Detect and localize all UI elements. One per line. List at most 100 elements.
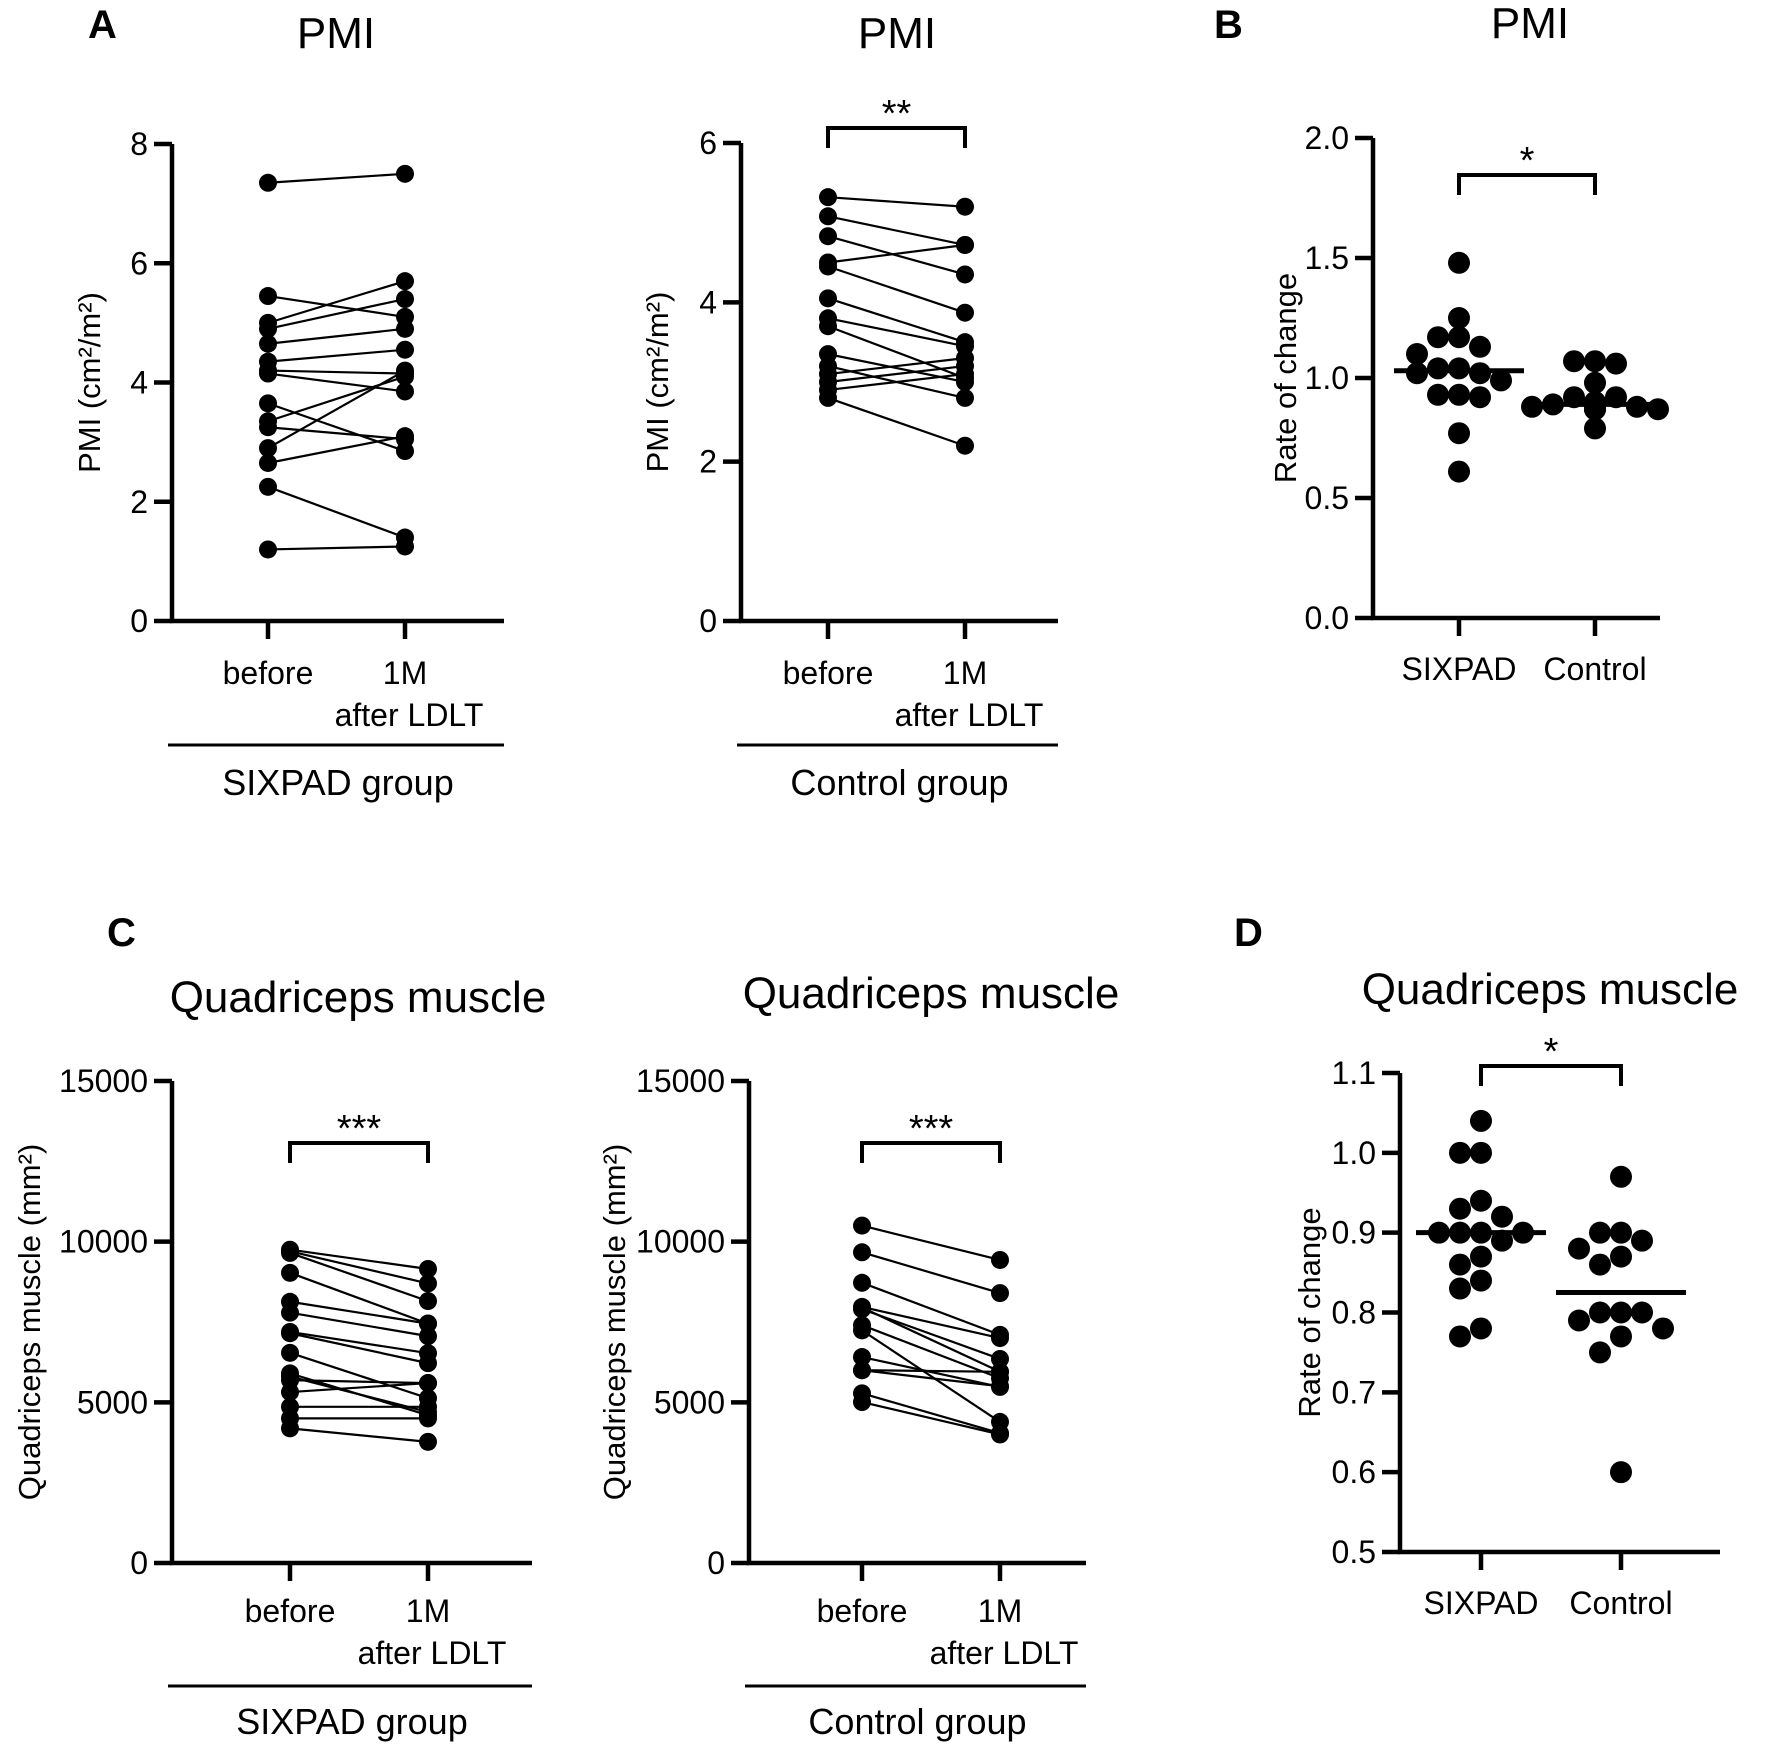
data-point (1449, 1277, 1471, 1300)
data-point-after (419, 1354, 437, 1373)
data-point-before (853, 1348, 871, 1367)
data-point (1589, 1301, 1611, 1324)
data-point (1449, 1325, 1471, 1348)
data-point (1470, 1245, 1492, 1268)
significance-bracket (860, 1141, 1002, 1163)
data-point-before (819, 317, 837, 336)
x-tick-label: Control (1569, 1585, 1672, 1621)
data-point-after (419, 1259, 437, 1278)
data-point (1470, 1189, 1492, 1212)
significance-bracket (826, 126, 967, 148)
y-tick-label: 2 (130, 484, 148, 520)
chart-panel-0: PMI PMI (cm²/m²) 0 2 4 6 8 before 1M after LDLT SI… (72, 9, 504, 803)
y-tick-label: 15000 (636, 1063, 725, 1099)
data-point (1470, 1141, 1492, 1164)
x-tick-label: Control (1543, 651, 1646, 687)
data-point (1406, 343, 1428, 365)
paired-line (267, 369, 406, 450)
group-label: SIXPAD group (222, 762, 453, 803)
x-tick-label: before (817, 1593, 908, 1629)
data-point (1470, 1109, 1492, 1132)
data-point-after (396, 319, 414, 338)
significance-stars: * (1520, 140, 1535, 182)
paired-line (289, 1330, 429, 1355)
paired-line (827, 235, 966, 276)
paired-line (267, 280, 406, 324)
paired-line (289, 1250, 429, 1285)
data-point (1610, 1301, 1632, 1324)
y-axis-label: Quadriceps muscle (mm²) (12, 1144, 47, 1501)
data-point-before (259, 439, 277, 458)
data-point-after (419, 1374, 437, 1393)
data-point (1448, 251, 1470, 274)
paired-line (827, 317, 966, 348)
data-point-before (853, 1273, 871, 1292)
data-point-before (819, 388, 837, 407)
paired-line (861, 1329, 1001, 1423)
y-axis-label: Rate of change (1292, 1207, 1327, 1417)
data-point (1449, 1197, 1471, 1220)
chart-panel-3: Quadriceps muscle Quadriceps muscle (mm²)… (12, 973, 546, 1742)
panel-label: A (88, 3, 117, 47)
data-point-after (419, 1274, 437, 1293)
significance-stars: *** (909, 1108, 954, 1150)
data-point-before (853, 1300, 871, 1319)
paired-line (827, 243, 966, 264)
significance-stars: * (1544, 1031, 1559, 1073)
data-point-after (419, 1409, 437, 1428)
paired-line (267, 348, 406, 363)
x-tick-label: 1M (943, 655, 987, 691)
data-point-before (819, 289, 837, 308)
paired-line (267, 369, 406, 375)
y-tick-label: 4 (130, 365, 148, 401)
data-point-after (396, 427, 414, 446)
y-tick-label: 0.5 (1305, 480, 1349, 516)
paired-line (827, 265, 966, 314)
data-point (1589, 1341, 1611, 1364)
paired-line (827, 372, 966, 392)
chart-panel-1: PMI PMI (cm²/m²) 0 2 4 6 before 1M after LDLT Con… (640, 9, 1058, 803)
x-tick-sublabel: after LDLT (358, 1635, 507, 1671)
y-tick-label: 10000 (636, 1224, 725, 1260)
data-point-before (853, 1243, 871, 1262)
paired-line (861, 1324, 1001, 1380)
paired-line (827, 396, 966, 447)
y-tick-label: 6 (699, 125, 717, 161)
chart-panel-4: Quadriceps muscle Quadriceps muscle (mm²)… (597, 969, 1119, 1742)
data-point-before (819, 257, 837, 276)
data-point-after (956, 436, 974, 455)
paired-line (861, 1392, 1001, 1435)
data-point-after (396, 290, 414, 309)
x-tick-label: before (783, 655, 874, 691)
y-tick-label: 6 (130, 245, 148, 281)
data-point-after (991, 1425, 1009, 1444)
data-point (1449, 1253, 1471, 1276)
paired-line (289, 1332, 429, 1365)
y-tick-label: 1.5 (1305, 240, 1349, 276)
chart-panel-5: Quadriceps muscle Rate of change 0.5 0.6 0.7… (1292, 965, 1738, 1621)
data-point (1449, 1141, 1471, 1164)
data-point-after (991, 1362, 1009, 1381)
data-point (1605, 352, 1627, 375)
y-tick-label: 8 (130, 126, 148, 162)
y-tick-label: 1.0 (1305, 360, 1349, 396)
data-point-after (956, 388, 974, 407)
paired-line (289, 1300, 429, 1325)
data-point-before (819, 188, 837, 207)
y-tick-label: 10000 (59, 1224, 148, 1260)
data-point-after (956, 197, 974, 216)
y-tick-label: 0.6 (1332, 1454, 1376, 1490)
paired-line (827, 215, 966, 247)
data-point-after (396, 537, 414, 556)
data-point (1584, 350, 1606, 373)
y-tick-label: 0.9 (1332, 1215, 1376, 1251)
paired-line (267, 545, 406, 551)
data-point (1584, 417, 1606, 440)
paired-line (267, 294, 406, 318)
data-point-before (853, 1361, 871, 1380)
y-tick-label: 0.5 (1332, 1534, 1376, 1570)
paired-line (267, 327, 406, 345)
data-point-after (991, 1284, 1009, 1303)
y-tick-label: 0.0 (1305, 600, 1349, 636)
